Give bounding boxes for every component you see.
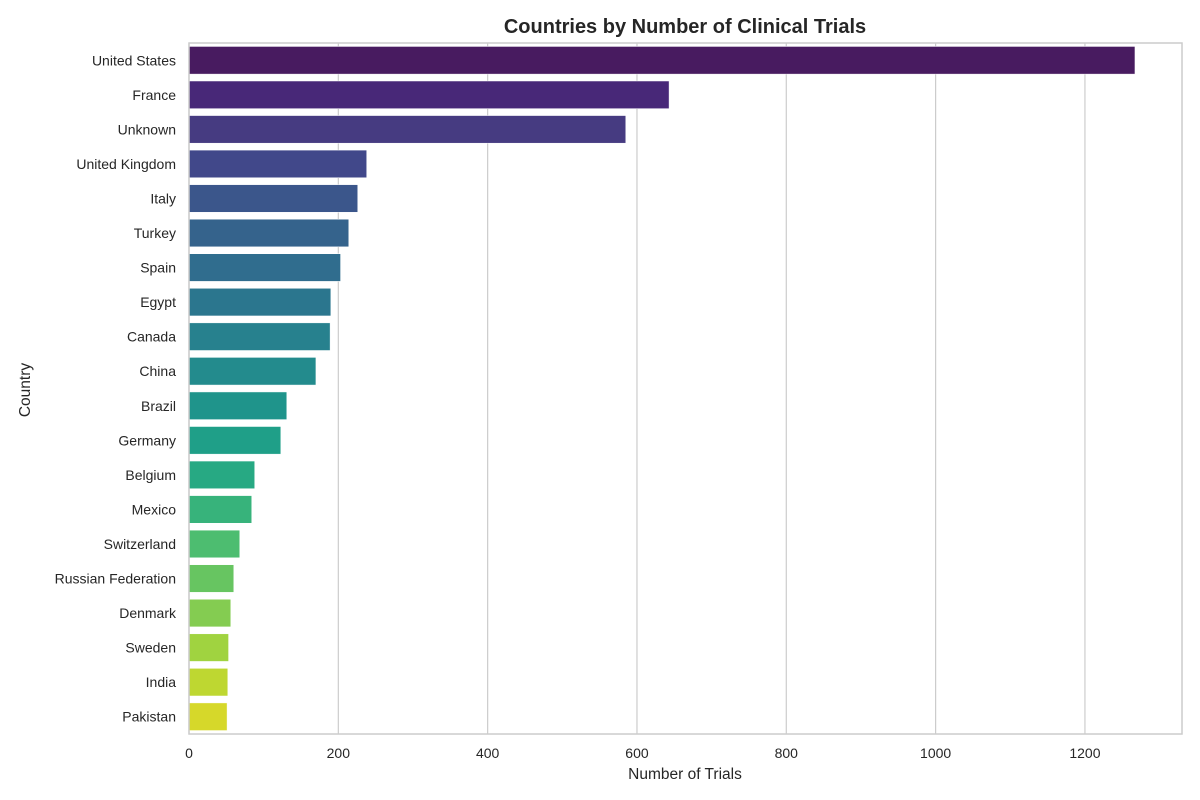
y-tick-label-egypt: Egypt — [140, 294, 176, 310]
bar-switzerland — [188, 529, 241, 559]
y-tick-label-germany: Germany — [118, 432, 176, 448]
bar-belgium — [188, 460, 255, 489]
chart-title: Countries by Number of Clinical Trials — [504, 16, 866, 38]
x-tick-label-200: 200 — [327, 745, 351, 761]
y-tick-label-united-states: United States — [92, 52, 176, 68]
y-tick-label-belgium: Belgium — [125, 467, 176, 483]
bar-brazil — [188, 391, 288, 420]
bar-turkey — [188, 218, 350, 248]
y-tick-label-italy: Italy — [150, 190, 176, 206]
bar-india — [188, 668, 229, 697]
gridlines — [188, 43, 1086, 734]
bar-unknown — [188, 115, 627, 144]
y-tick-labels: United States France Unknown United Kingdom… — [55, 52, 177, 724]
bar-germany — [188, 426, 282, 455]
x-tick-labels: 0 200 400 600 800 1000 1200 — [185, 745, 1101, 761]
y-tick-label-denmark: Denmark — [119, 605, 177, 621]
bar-pakistan — [188, 702, 228, 731]
y-tick-label-sweden: Sweden — [125, 640, 176, 656]
bar-united-kingdom — [188, 149, 367, 178]
x-tick-label-800: 800 — [775, 745, 799, 761]
bar-united-states — [188, 46, 1136, 75]
x-tick-label-400: 400 — [476, 745, 500, 761]
bar-egypt — [188, 288, 332, 317]
bar-russian-federation — [188, 564, 235, 593]
x-axis-label: Number of Trials — [628, 766, 742, 783]
bar-sweden — [188, 633, 229, 662]
y-tick-label-canada: Canada — [127, 329, 176, 345]
y-tick-label-spain: Spain — [140, 260, 176, 276]
x-tick-label-0: 0 — [185, 745, 193, 761]
y-tick-label-mexico: Mexico — [132, 501, 177, 517]
x-tick-label-1000: 1000 — [920, 745, 951, 761]
y-tick-label-india: India — [146, 674, 177, 690]
y-tick-label-brazil: Brazil — [141, 398, 176, 414]
bar-france — [188, 80, 670, 109]
y-tick-label-united-kingdom: United Kingdom — [76, 156, 176, 172]
x-tick-label-600: 600 — [625, 745, 649, 761]
bar-china — [188, 357, 317, 386]
plot-area-frame — [188, 42, 1183, 735]
y-tick-label-russian-federation: Russian Federation — [55, 571, 176, 587]
y-tick-label-france: France — [132, 87, 176, 103]
y-tick-label-pakistan: Pakistan — [122, 709, 176, 725]
y-axis-label: Country — [17, 363, 34, 418]
y-tick-label-turkey: Turkey — [134, 225, 176, 241]
bars — [188, 46, 1136, 731]
y-tick-label-unknown: Unknown — [118, 121, 176, 137]
x-tick-label-1200: 1200 — [1069, 745, 1100, 761]
bar-mexico — [188, 495, 252, 524]
bar-denmark — [188, 599, 232, 628]
y-tick-label-china: China — [139, 363, 176, 379]
y-tick-label-switzerland: Switzerland — [104, 536, 176, 552]
bar-spain — [188, 253, 341, 282]
bar-canada — [188, 322, 331, 351]
bar-italy — [188, 184, 358, 213]
